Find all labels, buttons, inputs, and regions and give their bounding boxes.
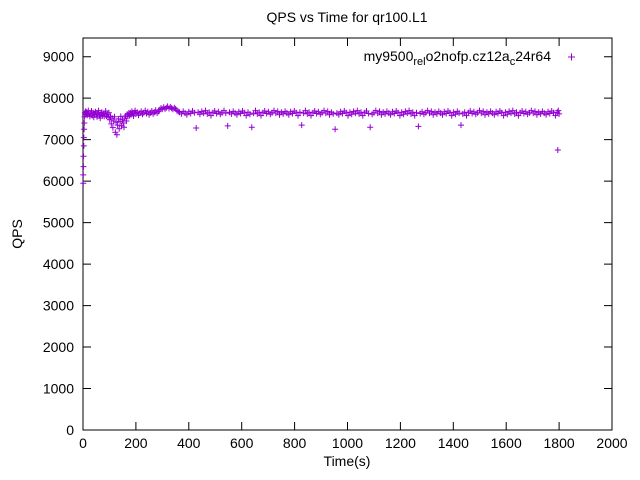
chart-title: QPS vs Time for qr100.L1 — [266, 9, 428, 25]
y-tick-label: 6000 — [43, 173, 74, 189]
data-points — [80, 103, 563, 187]
y-tick-label: 1000 — [43, 381, 74, 397]
x-tick-label: 600 — [230, 435, 254, 451]
plot-border — [82, 37, 613, 431]
y-tick-label: 3000 — [43, 298, 74, 314]
y-tick-label: 2000 — [43, 339, 74, 355]
y-tick-label: 7000 — [43, 132, 74, 148]
y-tick-label: 5000 — [43, 215, 74, 231]
x-axis-label: Time(s) — [323, 453, 371, 469]
x-tick-label: 1200 — [385, 435, 416, 451]
y-tick-label: 0 — [66, 422, 74, 438]
x-tick-label: 2000 — [596, 435, 627, 451]
y-tick-label: 4000 — [43, 256, 74, 272]
y-tick-label: 9000 — [43, 49, 74, 65]
x-tick-label: 200 — [124, 435, 148, 451]
x-tick-label: 1600 — [491, 435, 522, 451]
x-tick-label: 0 — [79, 435, 87, 451]
tick-labels: 0 200 400 600 800 1000 1200 1400 1600 1800 2000 0 10… — [43, 49, 628, 451]
legend-marker — [568, 53, 575, 61]
x-tick-label: 800 — [283, 435, 307, 451]
x-tick-label: 1000 — [332, 435, 363, 451]
legend: my9500relo2nofp.cz12ac24r64 — [364, 48, 575, 68]
y-tick-label: 8000 — [43, 90, 74, 106]
x-tick-label: 1800 — [544, 435, 575, 451]
x-tick-label: 1400 — [438, 435, 469, 451]
axis-ticks — [82, 38, 613, 431]
legend-label: my9500relo2nofp.cz12ac24r64 — [364, 48, 552, 68]
x-tick-label: 400 — [177, 435, 201, 451]
